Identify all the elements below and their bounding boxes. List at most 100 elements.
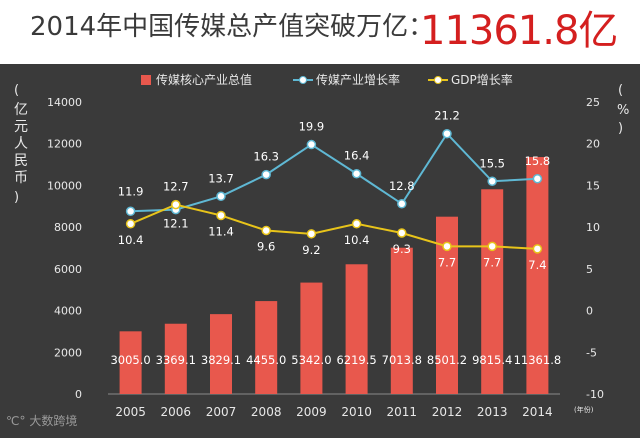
- bar-mark: [390, 247, 413, 394]
- bar-mark: [481, 189, 504, 394]
- bar-mark: [300, 282, 323, 394]
- left-axis-tick-label: 8000: [54, 221, 82, 234]
- x-axis-tick-label: 2011: [387, 405, 418, 419]
- bar-value-label: 3005.0: [110, 353, 150, 367]
- x-axis-tick-label: 2006: [161, 405, 192, 419]
- left-axis-paren: (: [14, 83, 19, 98]
- watermark-text: 大数跨境: [29, 414, 78, 428]
- gdp-growth-label: 9.2: [302, 243, 320, 257]
- bar-value-label: 11361.8: [514, 353, 562, 367]
- gdp-growth-point: [397, 228, 407, 238]
- left-axis-paren: ): [14, 190, 19, 205]
- chart-panel: 0 2000 4000 6000 8000 10000 12000 14000 -10 -5 0 5 1…: [0, 64, 640, 438]
- legend-label-bar: 传媒核心产业总值: [156, 72, 252, 87]
- industry-growth-label: 13.7: [208, 171, 234, 185]
- bar-value-label: 8501.2: [427, 353, 467, 367]
- bar-mark: [210, 314, 232, 394]
- bar-value-label: 7013.8: [382, 353, 422, 367]
- gdp-growth-point: [261, 225, 271, 236]
- bar-mark: [345, 264, 368, 394]
- gdp-growth-point: [487, 241, 497, 252]
- right-axis-tick-label: 5: [586, 263, 593, 276]
- bar-value-label: 3369.1: [156, 353, 196, 367]
- legend-label-industry: 传媒产业增长率: [316, 72, 400, 87]
- industry-growth-point: [351, 168, 362, 179]
- right-axis-paren: ): [618, 121, 623, 136]
- page-title: 2014年中国传媒总产值突破万亿：: [30, 12, 435, 42]
- gdp-growth-point: [442, 241, 452, 252]
- left-axis-tick-label: 4000: [54, 305, 82, 318]
- industry-growth-point: [261, 169, 271, 180]
- gdp-growth-line: [130, 203, 538, 250]
- bar-value-label: 3829.1: [201, 353, 241, 367]
- industry-growth-line: [130, 132, 538, 213]
- gdp-growth-label: 9.6: [257, 239, 275, 253]
- bar-mark: [119, 331, 142, 394]
- legend-swatch-bar: [141, 75, 151, 85]
- right-axis-tick-label: 20: [586, 138, 600, 151]
- legend-marker-industry: [299, 76, 307, 84]
- x-axis-tick-label: 2005: [115, 405, 146, 419]
- bar-value-label: 4455.0: [246, 353, 286, 367]
- x-axis-tick-label: 2012: [432, 405, 463, 419]
- industry-growth-point: [487, 176, 497, 187]
- headline-total-value: 11361.8亿: [420, 8, 618, 54]
- right-axis-tick-label: -10: [586, 388, 604, 401]
- bar-mark: [164, 323, 187, 394]
- industry-growth-label: 15.5: [479, 156, 505, 170]
- industry-growth-point: [125, 206, 136, 217]
- gdp-growth-label: 10.4: [344, 233, 370, 247]
- bar-value-label: 5342.0: [291, 353, 331, 367]
- gdp-growth-point: [216, 210, 226, 221]
- x-axis-unit-label: (年份): [574, 405, 594, 414]
- industry-growth-label: 21.2: [434, 109, 460, 123]
- left-axis-tick-label: 2000: [54, 346, 82, 359]
- industry-growth-label: 12.8: [389, 179, 415, 193]
- gdp-growth-label: 10.4: [118, 233, 144, 247]
- right-axis-tick-label: 15: [586, 179, 600, 192]
- right-axis-tick-label: -5: [586, 346, 597, 359]
- gdp-growth-label: 11.4: [208, 224, 234, 238]
- gdp-growth-label: 7.7: [438, 255, 456, 269]
- combo-chart: 0 2000 4000 6000 8000 10000 12000 14000 -10 -5 0 5 1…: [14, 72, 629, 419]
- industry-growth-point: [306, 139, 317, 150]
- right-axis-tick-label: 10: [586, 221, 600, 234]
- x-axis-tick-label: 2010: [341, 405, 372, 419]
- left-axis-tick-label: 10000: [47, 179, 82, 192]
- left-axis-tick-label: 0: [75, 388, 82, 401]
- gdp-growth-point: [125, 219, 136, 229]
- gdp-growth-point: [171, 199, 181, 210]
- x-axis-tick-label: 2009: [296, 405, 327, 419]
- watermark-logo-icon: ℃°: [6, 414, 26, 428]
- legend-label-gdp: GDP增长率: [451, 72, 513, 87]
- left-axis-label-char: 元: [14, 119, 28, 135]
- left-axis-tick-label: 6000: [54, 263, 82, 276]
- left-axis-label-char: 亿: [14, 102, 28, 118]
- watermark: ℃° 大数跨境: [6, 412, 77, 429]
- gdp-growth-point: [532, 244, 543, 254]
- right-axis-tick-label: 25: [586, 96, 600, 109]
- right-axis-tick-label: 0: [586, 305, 593, 318]
- industry-growth-label: 16.3: [253, 150, 279, 164]
- industry-growth-label: 15.8: [525, 154, 551, 168]
- industry-growth-point: [397, 199, 407, 209]
- gdp-growth-label: 7.7: [483, 255, 501, 269]
- gdp-growth-label: 7.4: [528, 258, 546, 272]
- gdp-growth-point: [306, 229, 317, 239]
- left-axis-tick-label: 12000: [47, 138, 82, 151]
- x-axis-tick-label: 2007: [206, 405, 237, 419]
- bar-value-label: 6219.5: [336, 353, 376, 367]
- gdp-growth-point: [351, 219, 362, 229]
- x-axis-tick-label: 2014: [522, 405, 553, 419]
- gdp-growth-label: 9.3: [393, 242, 411, 256]
- left-axis-tick-label: 14000: [47, 96, 82, 109]
- bar-mark: [255, 301, 278, 394]
- industry-growth-label: 16.4: [344, 149, 370, 163]
- header: 2014年中国传媒总产值突破万亿： 11361.8亿: [0, 0, 640, 60]
- bar-mark: [526, 157, 549, 394]
- x-axis-tick-label: 2008: [251, 405, 282, 419]
- right-axis-label: %: [617, 103, 629, 118]
- industry-growth-point: [532, 174, 543, 184]
- left-axis-label-char: 民: [14, 153, 28, 169]
- x-axis-tick-label: 2013: [477, 405, 508, 419]
